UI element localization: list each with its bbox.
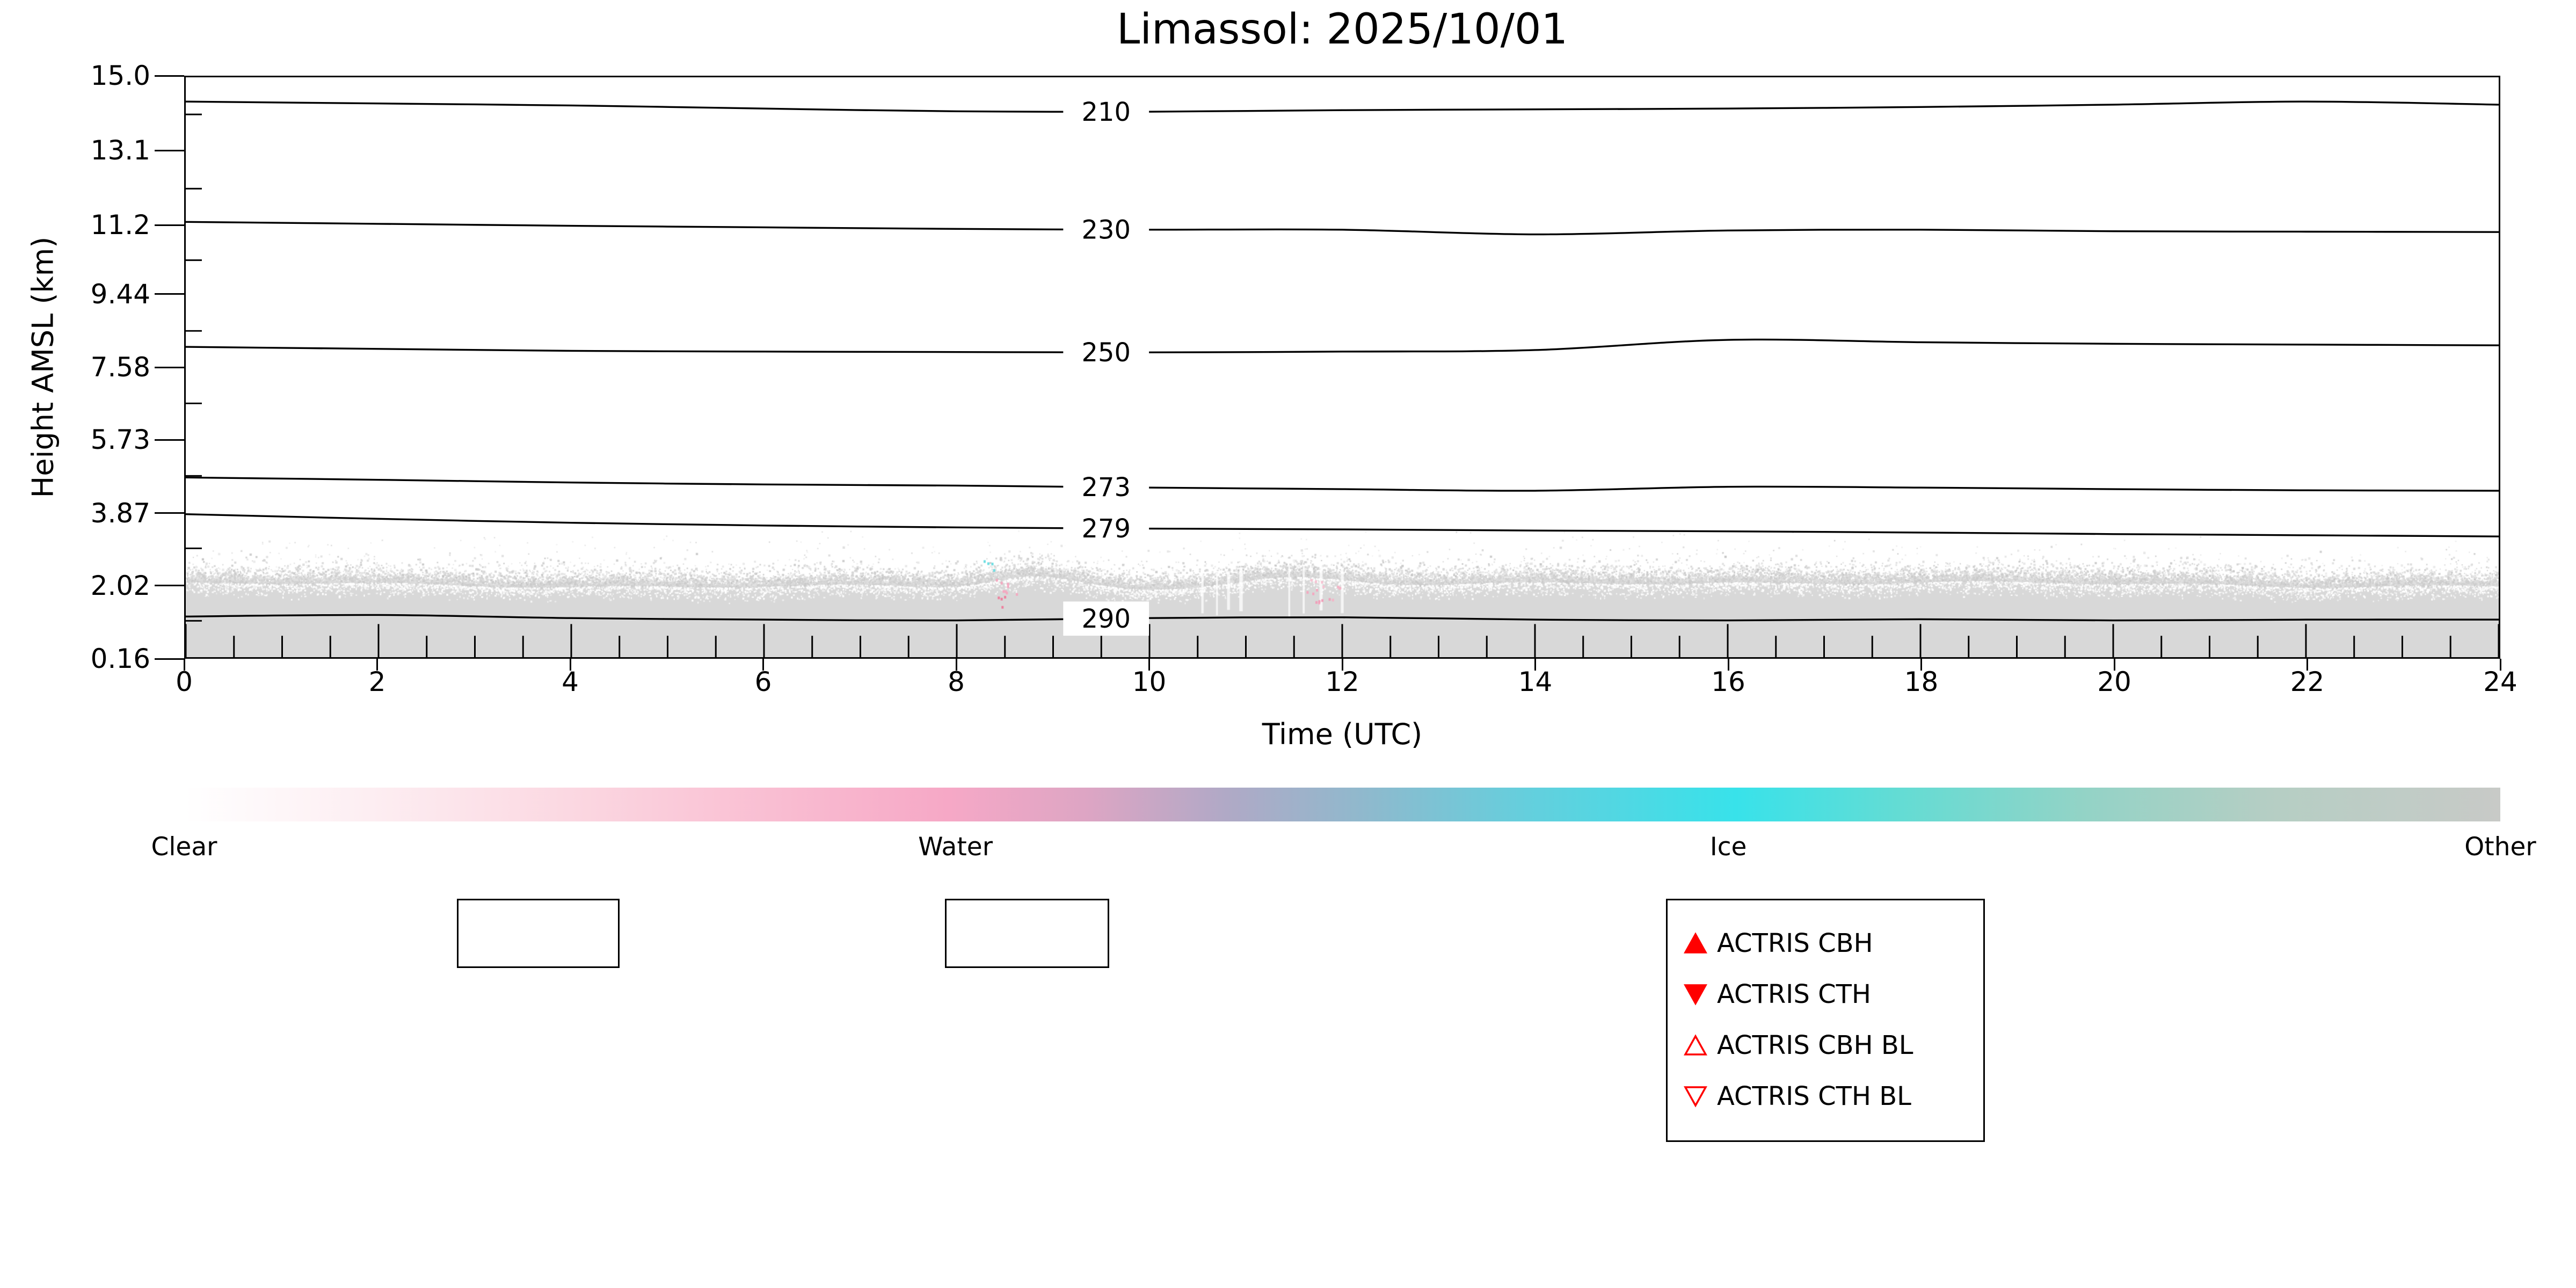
y-tick-label: 11.2: [90, 209, 150, 241]
y-tick-label: 5.73: [90, 424, 150, 456]
y-tick-mark: [155, 658, 184, 660]
x-tick-label: 8: [948, 666, 965, 697]
legend-item-label: ACTRIS CBH: [1717, 928, 1873, 958]
y-tick-mark: [155, 149, 184, 151]
y-tick-label: 9.44: [90, 278, 150, 310]
legend-item: ACTRIS CTH: [1684, 969, 1983, 1020]
x-tick-label: 10: [1132, 666, 1167, 697]
svg-text:250: 250: [1081, 338, 1130, 368]
y-tick-mark: [155, 439, 184, 441]
x-tick-label: 6: [754, 666, 772, 697]
y-tick-label: 0.16: [90, 643, 150, 674]
svg-text:273: 273: [1081, 473, 1130, 503]
plot-area: 210 230 250 273 279 290: [184, 76, 2500, 659]
legend-box-empty-2: [945, 899, 1109, 968]
y-tick-mark: [155, 75, 184, 77]
x-tick-label: 24: [2483, 666, 2517, 697]
x-tick-mark: [376, 659, 378, 671]
svg-text:210: 210: [1081, 98, 1130, 127]
x-tick-label: 12: [1325, 666, 1359, 697]
x-tick-mark: [1920, 659, 1922, 671]
x-tick-label: 16: [1711, 666, 1745, 697]
x-tick-mark: [2499, 659, 2501, 671]
x-tick-mark: [2113, 659, 2115, 671]
classification-layer-canvas: [186, 77, 2499, 657]
y-tick-mark: [155, 366, 184, 368]
legend-item: ACTRIS CBH BL: [1684, 1020, 1983, 1071]
x-tick-mark: [183, 659, 185, 671]
x-tick-mark: [1534, 659, 1536, 671]
y-tick-label: 3.87: [90, 497, 150, 529]
x-tick-label: 20: [2097, 666, 2131, 697]
triangle-up-open-icon: [1684, 1034, 1707, 1056]
y-tick-label: 13.1: [90, 135, 150, 166]
contour-overlay: 210 230 250 273 279 290: [186, 94, 2499, 657]
x-tick-mark: [2306, 659, 2308, 671]
legend-item-label: ACTRIS CTH: [1717, 979, 1871, 1009]
chart-title: Limassol: 2025/10/01: [1116, 5, 1568, 54]
legend-item-label: ACTRIS CBH BL: [1717, 1030, 1913, 1060]
x-tick-label: 22: [2290, 666, 2325, 697]
triangle-down-open-icon: [1684, 1086, 1707, 1108]
y-tick-mark: [155, 585, 184, 587]
colorbar-label-clear: Clear: [151, 832, 217, 862]
colorbar-label-water: Water: [918, 832, 993, 862]
y-tick-label: 15.0: [90, 60, 150, 91]
svg-text:290: 290: [1081, 605, 1130, 634]
svg-text:230: 230: [1081, 215, 1130, 245]
y-tick-label: 2.02: [90, 570, 150, 601]
y-tick-mark: [155, 293, 184, 295]
actris-legend: ACTRIS CBH ACTRIS CTH ACTRIS CBH BL ACTRIS …: [1666, 899, 1985, 1142]
x-tick-mark: [1148, 659, 1150, 671]
legend-item-label: ACTRIS CTH BL: [1717, 1081, 1911, 1111]
colorbar: [184, 788, 2500, 821]
x-axis-label: Time (UTC): [1262, 717, 1423, 751]
y-tick-label: 7.58: [90, 352, 150, 383]
legend-item: ACTRIS CBH: [1684, 918, 1983, 969]
triangle-up-filled-icon: [1684, 932, 1707, 954]
x-tick-label: 14: [1518, 666, 1553, 697]
y-tick-mark: [155, 224, 184, 226]
x-tick-mark: [569, 659, 571, 671]
y-tick-mark: [155, 512, 184, 514]
legend-box-empty-1: [457, 899, 620, 968]
y-axis-label: Height AMSL (km): [26, 236, 60, 498]
svg-text:279: 279: [1081, 514, 1130, 544]
x-tick-label: 4: [562, 666, 579, 697]
x-tick-mark: [1727, 659, 1729, 671]
x-tick-mark: [1341, 659, 1343, 671]
x-tick-mark: [762, 659, 764, 671]
x-tick-label: 18: [1904, 666, 1939, 697]
x-tick-label: 2: [368, 666, 386, 697]
colorbar-label-other: Other: [2464, 832, 2536, 862]
legend-item: ACTRIS CTH BL: [1684, 1071, 1983, 1122]
triangle-down-filled-icon: [1684, 984, 1707, 1006]
colorbar-label-ice: Ice: [1709, 832, 1747, 862]
x-tick-mark: [955, 659, 957, 671]
x-tick-label: 0: [176, 666, 193, 697]
